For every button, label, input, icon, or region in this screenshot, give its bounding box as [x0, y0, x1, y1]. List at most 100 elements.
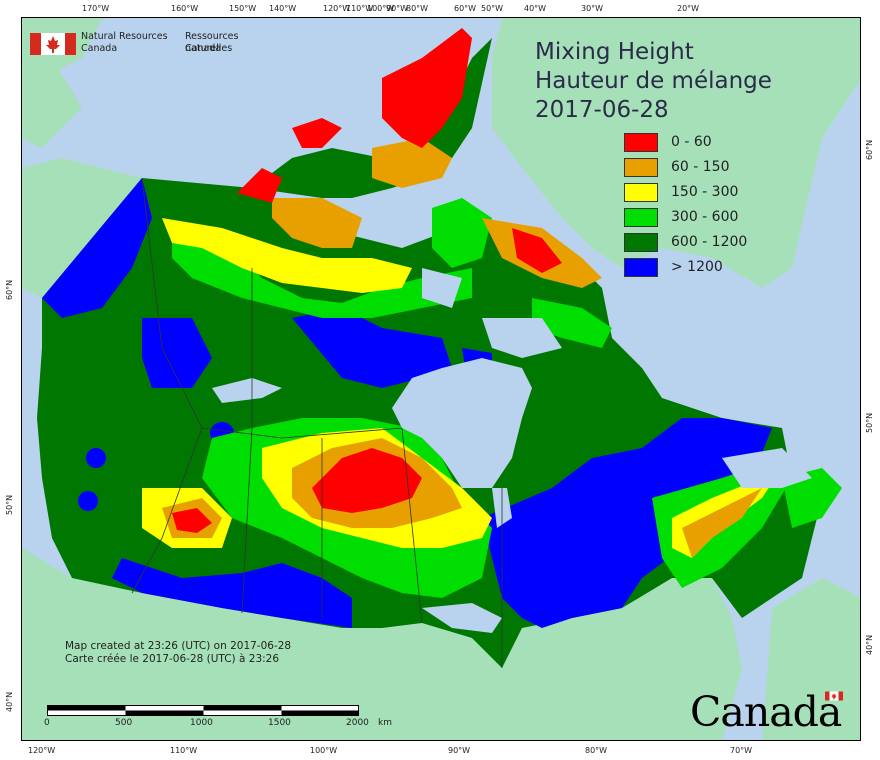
legend-label: 600 - 1200 [671, 234, 748, 250]
legend-item: 0 - 60 [624, 133, 774, 153]
title-date: 2017-06-28 [535, 97, 669, 123]
tick-top-50w: 50°W [481, 4, 504, 13]
tick-right-50n: 50°N [865, 412, 874, 433]
legend-label: 150 - 300 [671, 184, 739, 200]
tick-top-120w: 120°W [323, 4, 351, 13]
legend-swatch [624, 183, 658, 202]
tick-top-160w: 160°W [171, 4, 199, 13]
zone-0-60-south [172, 508, 212, 533]
usa-land [22, 548, 742, 740]
zone-0-60-ellesmere [382, 28, 472, 148]
map-credit: Map created at 23:26 (UTC) on 2017-06-28… [65, 640, 291, 666]
tick-top-80w: 80°W [406, 4, 429, 13]
tick-left-40n: 40°N [5, 691, 14, 712]
province-borders [131, 177, 503, 668]
tick-top-30w: 30°W [581, 4, 604, 13]
tick-right-40n: 40°N [865, 634, 874, 655]
tick-left-50n: 50°N [5, 494, 14, 515]
zone-300-600-baffin [432, 198, 492, 268]
legend-label: 0 - 60 [671, 134, 712, 150]
scale-bar: 0 500 1000 1500 2000 km [44, 705, 392, 731]
legend-item: > 1200 [624, 258, 774, 278]
legend-swatch [624, 208, 658, 227]
zone-0-60-center [312, 448, 422, 513]
tick-top-110w: 110°W [346, 4, 374, 13]
canada-flag-icon [30, 33, 76, 55]
tick-top-40w: 40°W [524, 4, 547, 13]
tick-bottom-90w: 90°W [448, 746, 471, 755]
zone-gt1200-spot-1 [78, 491, 98, 511]
greenland-land [492, 18, 860, 288]
tick-top-90w: 90°W [386, 4, 409, 13]
legend-swatch [624, 233, 658, 252]
alaska-land-west [22, 58, 82, 148]
great-lakes [422, 603, 502, 633]
hudson-bay [392, 358, 532, 488]
alaska-land [22, 18, 142, 298]
scale-label-2000: 2000 [346, 718, 369, 728]
legend-label: 300 - 600 [671, 209, 739, 225]
tick-bottom-80w: 80°W [585, 746, 608, 755]
agency-fr-line1: Ressources naturelles [185, 31, 239, 54]
canada-wordmark: Canada [690, 688, 850, 736]
title-fr: Hauteur de mélange [535, 68, 772, 94]
zone-60-150-arctic-east [372, 138, 452, 188]
zone-0-60-baffin [512, 228, 562, 273]
tick-top-170w: 170°W [82, 4, 110, 13]
zone-gt1200-yukon [142, 318, 212, 388]
tick-top-20w: 20°W [677, 4, 700, 13]
zone-gt1200-south [112, 558, 352, 628]
scale-label-1000: 1000 [190, 718, 213, 728]
map [22, 18, 860, 740]
agency-en-line2: Canada [81, 43, 118, 54]
scale-label-0: 0 [44, 718, 50, 728]
zone-gt1200-southeast [482, 418, 772, 628]
wordmark-flag-icon [825, 691, 843, 701]
agency-en-line1: Natural Resources [81, 31, 168, 42]
legend-label: > 1200 [671, 259, 723, 275]
legend-label: 60 - 150 [671, 159, 730, 175]
zone-gt1200-central [292, 308, 452, 388]
zone-150-300-north [162, 218, 412, 293]
credit-fr: Carte créée le 2017-06-28 (UTC) à 23:26 [65, 653, 280, 665]
zone-60-150-arctic [272, 198, 362, 248]
zone-300-600-labrador [532, 298, 612, 348]
great-slave-lake [212, 378, 282, 403]
tick-bottom-110w: 110°W [170, 746, 198, 755]
zone-gt1200-northwest [42, 178, 152, 318]
legend-item: 150 - 300 [624, 183, 774, 203]
zone-gt1200-spot-2 [86, 448, 106, 468]
tick-bottom-70w: 70°W [730, 746, 753, 755]
hudson-strait [482, 318, 562, 358]
wordmark-text: Canada [690, 688, 842, 736]
zone-0-60-arctic-mid [292, 118, 342, 148]
tick-top-60w: 60°W [454, 4, 477, 13]
scale-label-500: 500 [115, 718, 133, 728]
tick-bottom-100w: 100°W [310, 746, 338, 755]
scale-unit: km [378, 718, 392, 728]
tick-top-140w: 140°W [269, 4, 297, 13]
tick-left-60n: 60°N [5, 279, 14, 300]
legend-swatch [624, 133, 658, 152]
tick-right-60n: 60°N [865, 139, 874, 160]
credit-en: Map created at 23:26 (UTC) on 2017-06-28 [65, 640, 292, 652]
zone-gt1200-spot-4 [54, 294, 70, 312]
tick-top-150w: 150°W [229, 4, 257, 13]
tick-bottom-120w: 120°W [28, 746, 56, 755]
map-frame [21, 17, 861, 741]
scale-label-1500: 1500 [268, 718, 291, 728]
tick-top-100w: 100°W [367, 4, 395, 13]
foxe-basin [422, 268, 462, 308]
gulf-st-lawrence [722, 448, 812, 488]
legend-swatch [624, 158, 658, 177]
legend-item: 600 - 1200 [624, 233, 774, 253]
zone-0-60-arctic-west [237, 168, 282, 203]
agency-fr-line2: Canada [185, 43, 222, 54]
zone-300-600-north [172, 228, 472, 318]
legend-swatch [624, 258, 658, 277]
zone-60-150-east [682, 488, 762, 558]
legend-item: 300 - 600 [624, 208, 774, 228]
nrcan-signature: Natural Resources Canada Ressources natu… [30, 31, 250, 61]
map-title: Mixing Height Hauteur de mélange 2017-06… [535, 38, 772, 125]
legend-item: 60 - 150 [624, 158, 774, 178]
